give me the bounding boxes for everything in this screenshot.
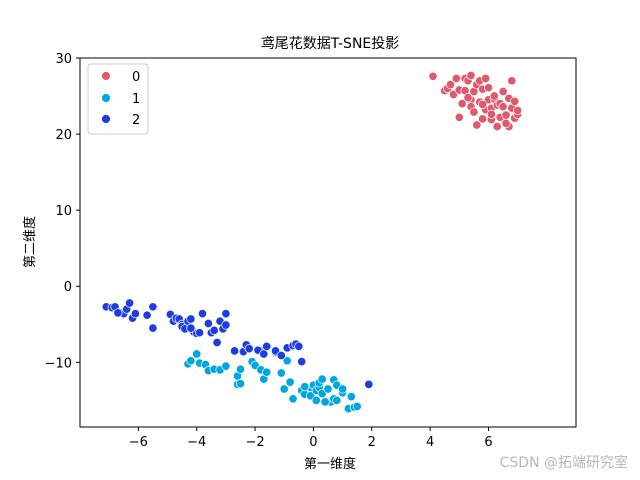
data-point (352, 401, 362, 412)
data-point (288, 394, 298, 404)
data-point (230, 346, 240, 356)
data-point (489, 91, 499, 101)
data-point (483, 83, 494, 93)
legend-marker-1 (101, 93, 111, 103)
data-point (364, 379, 374, 389)
data-point (203, 318, 213, 329)
data-point (510, 96, 520, 106)
data-point (130, 309, 140, 319)
data-point (478, 99, 488, 109)
data-point (186, 314, 196, 324)
data-point (195, 328, 205, 338)
scatter-points (101, 70, 523, 414)
x-tick-label: 4 (426, 435, 434, 450)
x-tick-label: 2 (368, 435, 376, 450)
data-point (507, 76, 517, 86)
data-point (469, 107, 479, 117)
data-point (259, 349, 269, 359)
data-point (317, 374, 327, 384)
data-point (221, 361, 231, 371)
data-point (221, 320, 231, 330)
data-point (279, 384, 289, 394)
data-point (148, 323, 158, 333)
series-1 (183, 345, 362, 414)
legend: 0 1 2 (87, 63, 149, 135)
data-point (113, 308, 123, 318)
data-point (192, 349, 202, 359)
y-tick-label: 20 (55, 128, 72, 143)
data-point (294, 341, 304, 351)
data-point (311, 395, 321, 405)
data-point (235, 364, 246, 374)
data-point (262, 341, 272, 351)
y-tick-label: −10 (45, 356, 72, 371)
data-point (282, 356, 292, 366)
data-point (323, 384, 333, 394)
legend-label-2: 2 (132, 113, 140, 128)
data-point (338, 384, 348, 394)
data-point (451, 73, 461, 84)
data-point (466, 70, 476, 81)
data-point (142, 310, 152, 320)
data-point (498, 86, 508, 97)
data-point (454, 112, 464, 122)
data-point (276, 350, 286, 361)
series-2 (101, 298, 374, 389)
data-point (197, 309, 208, 319)
data-point (501, 118, 511, 128)
data-point (513, 105, 523, 116)
y-tick-label: 10 (55, 204, 72, 219)
data-point (262, 367, 272, 377)
data-point (244, 344, 254, 354)
data-point (209, 325, 219, 335)
data-point (186, 356, 196, 366)
data-point (212, 337, 222, 348)
data-point (463, 93, 473, 103)
data-point (125, 298, 135, 308)
x-tick-label: 6 (484, 435, 492, 450)
data-point (481, 73, 491, 84)
data-point (320, 397, 330, 407)
data-point (346, 392, 356, 402)
data-point (457, 99, 467, 109)
data-point (285, 377, 295, 387)
x-tick-label: −6 (129, 435, 148, 450)
x-tick-label: 0 (309, 435, 317, 450)
y-axis-label: 第二维度 (22, 216, 38, 268)
watermark: CSDN @拓端研究室 (499, 455, 628, 471)
data-point (297, 357, 307, 367)
data-point (445, 80, 456, 90)
x-axis-label: 第一维度 (304, 456, 356, 472)
y-tick-label: 30 (55, 52, 72, 67)
data-point (221, 309, 231, 319)
data-point (428, 71, 438, 81)
legend-label-0: 0 (132, 70, 140, 85)
legend-marker-2 (101, 114, 111, 124)
data-point (478, 114, 488, 124)
data-point (276, 368, 286, 378)
data-point (300, 382, 310, 392)
data-point (501, 110, 511, 120)
y-tick-label: 0 (64, 280, 72, 295)
data-point (498, 102, 508, 112)
data-point (486, 109, 496, 119)
legend-label-1: 1 (132, 92, 140, 107)
x-tick-label: −4 (187, 435, 206, 450)
x-tick-label: −2 (245, 435, 264, 450)
data-point (186, 323, 196, 333)
data-point (472, 120, 482, 130)
chart-title: 鸢尾花数据T-SNE投影 (261, 36, 400, 52)
data-point (492, 121, 502, 132)
data-point (332, 395, 342, 405)
legend-marker-0 (101, 71, 111, 81)
series-0 (428, 70, 523, 132)
data-point (148, 302, 158, 312)
data-point (235, 379, 246, 389)
